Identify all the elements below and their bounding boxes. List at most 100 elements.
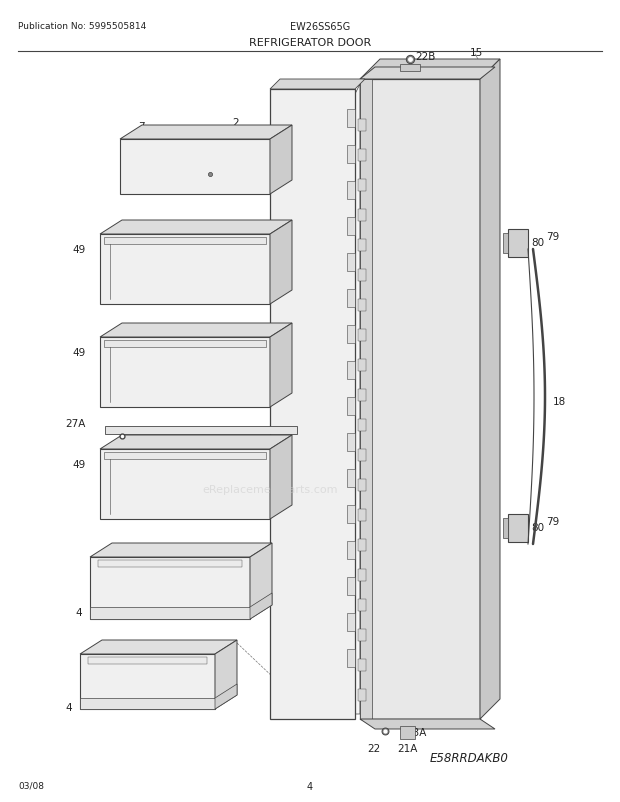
- Polygon shape: [90, 607, 250, 619]
- Polygon shape: [347, 290, 355, 308]
- Polygon shape: [250, 543, 272, 619]
- Polygon shape: [100, 221, 292, 235]
- Polygon shape: [358, 150, 366, 162]
- Polygon shape: [104, 341, 266, 347]
- Polygon shape: [358, 330, 366, 342]
- Polygon shape: [400, 726, 415, 739]
- Text: 22: 22: [367, 743, 380, 753]
- Polygon shape: [104, 237, 266, 245]
- Polygon shape: [347, 469, 355, 488]
- Polygon shape: [400, 65, 420, 72]
- Polygon shape: [88, 657, 207, 664]
- Polygon shape: [90, 557, 250, 619]
- Text: 80: 80: [531, 522, 544, 533]
- Polygon shape: [100, 449, 270, 520]
- Polygon shape: [358, 569, 366, 581]
- Polygon shape: [358, 390, 366, 402]
- Text: 4: 4: [112, 448, 118, 457]
- Text: 49: 49: [72, 245, 86, 255]
- Polygon shape: [347, 541, 355, 559]
- Text: 22B: 22B: [415, 52, 435, 62]
- Polygon shape: [120, 126, 292, 140]
- Polygon shape: [270, 80, 365, 90]
- Polygon shape: [358, 119, 366, 132]
- Text: 27A: 27A: [65, 419, 86, 428]
- Polygon shape: [358, 689, 366, 701]
- Polygon shape: [270, 221, 292, 305]
- Polygon shape: [358, 630, 366, 642]
- Text: 18: 18: [553, 396, 566, 407]
- Polygon shape: [347, 110, 355, 128]
- Polygon shape: [98, 561, 242, 567]
- Text: EW26SS65G: EW26SS65G: [290, 22, 350, 32]
- Text: 7: 7: [138, 122, 144, 132]
- Text: eReplacementParts.com: eReplacementParts.com: [202, 484, 338, 494]
- Polygon shape: [358, 449, 366, 461]
- Polygon shape: [358, 210, 366, 221]
- Polygon shape: [508, 514, 528, 542]
- Polygon shape: [358, 539, 366, 551]
- Polygon shape: [360, 80, 480, 719]
- Polygon shape: [358, 659, 366, 671]
- Polygon shape: [100, 235, 270, 305]
- Polygon shape: [347, 146, 355, 164]
- Polygon shape: [347, 253, 355, 272]
- Text: 4: 4: [75, 607, 82, 618]
- Polygon shape: [250, 593, 272, 619]
- Polygon shape: [90, 543, 272, 557]
- Polygon shape: [80, 654, 215, 709]
- Polygon shape: [215, 640, 237, 709]
- Text: 13A: 13A: [407, 727, 427, 737]
- Polygon shape: [347, 649, 355, 667]
- Polygon shape: [105, 427, 297, 435]
- Polygon shape: [360, 60, 500, 80]
- Polygon shape: [358, 269, 366, 282]
- Polygon shape: [270, 126, 292, 195]
- Polygon shape: [347, 614, 355, 631]
- Polygon shape: [347, 362, 355, 379]
- Text: 4: 4: [307, 781, 313, 791]
- Polygon shape: [347, 326, 355, 343]
- Polygon shape: [358, 240, 366, 252]
- Polygon shape: [358, 599, 366, 611]
- Polygon shape: [80, 698, 215, 709]
- Text: 2: 2: [232, 118, 239, 128]
- Text: 15: 15: [470, 48, 483, 58]
- Polygon shape: [270, 435, 292, 520]
- Polygon shape: [270, 90, 355, 719]
- Text: 21A: 21A: [397, 743, 417, 753]
- Text: REFRIGERATOR DOOR: REFRIGERATOR DOOR: [249, 38, 371, 48]
- Polygon shape: [347, 182, 355, 200]
- Polygon shape: [120, 140, 270, 195]
- Polygon shape: [347, 577, 355, 595]
- Polygon shape: [100, 435, 292, 449]
- Polygon shape: [347, 433, 355, 452]
- Polygon shape: [360, 68, 495, 80]
- Polygon shape: [358, 180, 366, 192]
- Polygon shape: [104, 452, 266, 460]
- Polygon shape: [347, 505, 355, 524]
- Text: 4: 4: [65, 702, 72, 712]
- Polygon shape: [358, 419, 366, 431]
- Polygon shape: [215, 684, 237, 709]
- Text: 03/08: 03/08: [18, 781, 44, 790]
- Text: Publication No: 5995505814: Publication No: 5995505814: [18, 22, 146, 31]
- Text: 49: 49: [72, 347, 86, 358]
- Text: 80: 80: [531, 237, 544, 248]
- Polygon shape: [503, 518, 508, 538]
- Polygon shape: [80, 640, 237, 654]
- Polygon shape: [270, 323, 292, 407]
- Polygon shape: [358, 359, 366, 371]
- Polygon shape: [100, 323, 292, 338]
- Polygon shape: [360, 80, 372, 719]
- Polygon shape: [503, 233, 508, 253]
- Polygon shape: [358, 480, 366, 492]
- Polygon shape: [360, 719, 495, 729]
- Polygon shape: [100, 338, 270, 407]
- Text: 79: 79: [546, 232, 559, 241]
- Polygon shape: [358, 509, 366, 521]
- Polygon shape: [347, 398, 355, 415]
- Polygon shape: [480, 60, 500, 719]
- Polygon shape: [355, 85, 360, 714]
- Polygon shape: [347, 217, 355, 236]
